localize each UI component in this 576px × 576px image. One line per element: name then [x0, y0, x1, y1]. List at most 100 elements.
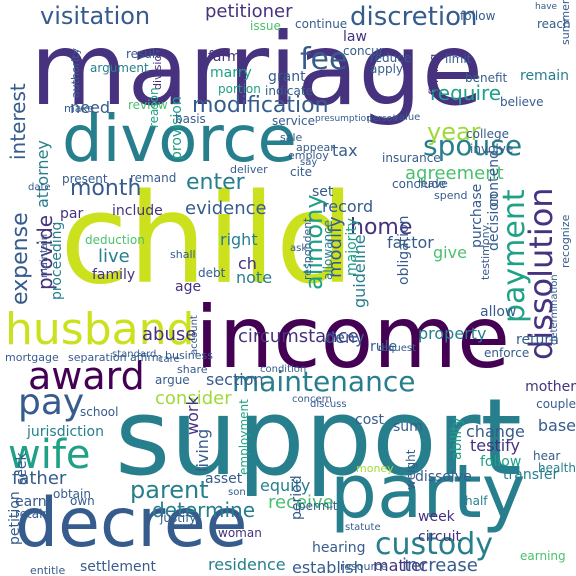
cloud-word-seek: seek [14, 452, 30, 485]
cloud-word-custody: custody [375, 527, 494, 562]
cloud-word-continue: continue [295, 17, 348, 31]
cloud-word-earning: earning [520, 549, 566, 563]
cloud-word-employment: employment [237, 399, 251, 475]
cloud-word-proceeding: proceeding [49, 221, 65, 300]
cloud-word-determine: determine [152, 498, 256, 522]
cloud-word-appear: appear [296, 141, 335, 154]
cloud-word-modification: modification [192, 93, 329, 118]
cloud-word-party: party [330, 449, 526, 535]
cloud-word-insurance: insurance [382, 151, 441, 165]
cloud-word-dissolve: dissolve [415, 469, 472, 485]
cloud-word-section: section [206, 370, 264, 389]
cloud-word-resource: resource [340, 560, 388, 573]
cloud-word-indicate: indicate [265, 84, 313, 98]
cloud-word-transfer: transfer [503, 467, 559, 483]
cloud-word-reduce: reduce [370, 51, 412, 65]
cloud-word-divorce: divorce [62, 103, 297, 177]
cloud-word-income: income [195, 288, 510, 388]
cloud-word-presumption: presumption [315, 114, 372, 124]
cloud-word-affirm: affirm [130, 351, 163, 364]
cloud-word-home: home [350, 215, 413, 240]
cloud-word-grant: grant [268, 69, 306, 85]
cloud-word-business: business [165, 349, 213, 362]
cloud-word-believe: believe [500, 95, 544, 109]
cloud-word-person: person [367, 114, 398, 124]
cloud-word-give: give [433, 243, 467, 262]
cloud-word-father: father [12, 468, 67, 489]
cloud-word-deduction: deduction [85, 233, 145, 247]
cloud-word-share: share [177, 363, 208, 376]
cloud-word-service: service [272, 114, 315, 128]
cloud-word-circuit: circuit [418, 529, 461, 545]
cloud-word-basis: basis [175, 112, 206, 126]
cloud-word-cite: cite [290, 165, 313, 179]
cloud-word-recognize: recognize [559, 214, 572, 268]
cloud-word-retain: retain [15, 507, 51, 521]
cloud-word-leave: leave [418, 177, 448, 190]
cloud-word-right: right [220, 230, 258, 249]
cloud-word-child: child [60, 168, 355, 312]
cloud-word-reach: reach [537, 17, 571, 31]
cloud-word-argue: argue [155, 373, 190, 387]
cloud-word-receive: receive [268, 492, 334, 513]
cloud-word-note: note [236, 268, 273, 287]
cloud-word-cost: cost [355, 412, 385, 428]
cloud-word-marry: marry [210, 65, 252, 81]
cloud-word-year: year [427, 118, 481, 146]
cloud-word-ability: ability [449, 417, 465, 460]
cloud-word-allowance: allowance [321, 219, 335, 280]
cloud-word-follow: follow [460, 9, 496, 23]
cloud-word-record: record [322, 197, 374, 216]
cloud-word-son: son [228, 487, 246, 498]
cloud-word-par: par [60, 206, 84, 222]
cloud-word-follow: follow [480, 454, 522, 470]
cloud-word-discuss: discuss [310, 399, 347, 410]
cloud-word-permit: permit [298, 499, 338, 513]
cloud-word-own: own [70, 494, 95, 508]
cloud-word-live: live [98, 246, 130, 267]
cloud-word-change: change [466, 422, 525, 441]
cloud-word-care: care [158, 354, 180, 365]
cloud-word-age: age [175, 279, 202, 295]
cloud-word-need: need [70, 98, 110, 117]
cloud-word-include: include [112, 203, 163, 219]
cloud-word-money: money [356, 462, 394, 475]
cloud-word-matter: matter [373, 556, 428, 575]
cloud-word-asset: asset [205, 471, 243, 487]
cloud-word-apply: apply [370, 62, 404, 76]
cloud-word-circumstance: circumstance [238, 326, 359, 347]
cloud-word-sale: sale [280, 131, 303, 144]
cloud-word-portion: portion [218, 82, 261, 96]
cloud-word-reason: reason [147, 87, 161, 128]
cloud-word-fee: fee [300, 42, 348, 77]
cloud-word-authority: authority [69, 47, 82, 98]
cloud-word-testimony: testimony [479, 224, 492, 280]
cloud-word-determination: determination [549, 274, 560, 345]
cloud-word-enter: enter [186, 170, 245, 195]
cloud-word-spend: spend [434, 189, 468, 202]
cloud-word-maintain: maintain [39, 233, 50, 278]
cloud-word-ch: ch [238, 254, 257, 273]
cloud-word-law: law [343, 29, 367, 45]
cloud-word-jurisdiction: jurisdiction [27, 424, 104, 440]
cloud-word-earn: earn [15, 494, 47, 510]
cloud-word-tax: tax [332, 141, 358, 160]
cloud-word-concern: concern [292, 394, 332, 405]
cloud-word-remain: remain [520, 68, 570, 84]
cloud-word-argument: argument [90, 61, 149, 75]
cloud-word-deny: deny [325, 328, 365, 347]
cloud-word-factor: factor [387, 233, 434, 252]
cloud-word-ask: ask [290, 243, 308, 254]
cloud-word-conclude: conclude [392, 177, 447, 191]
cloud-word-date: date [28, 182, 51, 193]
cloud-word-week: week [418, 509, 455, 525]
cloud-word-marriage: marriage [30, 11, 484, 128]
cloud-word-provision: provision [169, 96, 185, 160]
cloud-word-request: request [378, 343, 417, 354]
cloud-word-maintenance: maintenance [232, 365, 416, 398]
cloud-word-settlement: settlement [80, 559, 157, 575]
cloud-word-justify: justify [160, 511, 197, 525]
cloud-word-value: value [393, 112, 421, 123]
cloud-word-mortgage: mortgage [5, 351, 59, 364]
cloud-word-set: set [312, 184, 334, 200]
